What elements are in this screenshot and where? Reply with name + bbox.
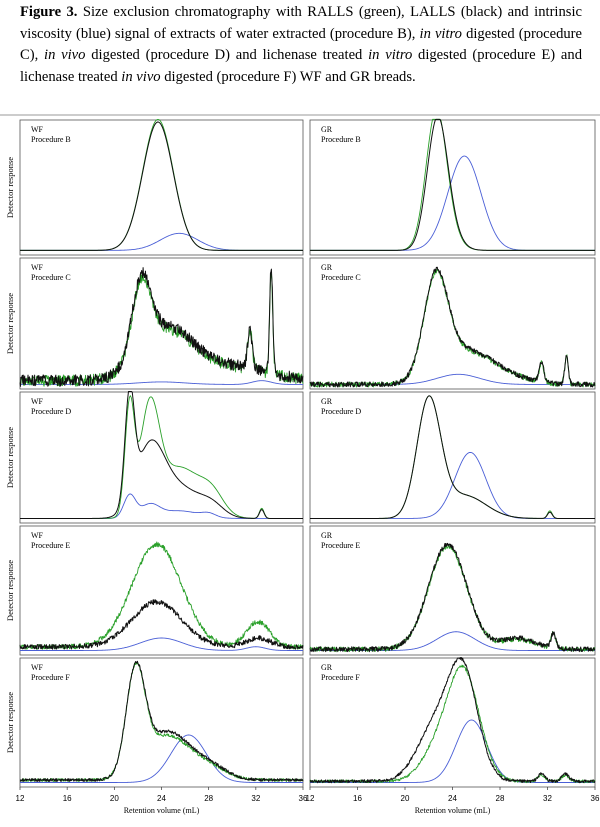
- panel-label-bread: WF: [31, 263, 44, 272]
- x-tick-label: 28: [496, 794, 505, 803]
- series-green: [309, 269, 596, 388]
- caption-label: Figure 3.: [20, 4, 78, 20]
- panel-label-bread: WF: [31, 125, 44, 134]
- x-axis-label: Retention volume (mL): [124, 806, 200, 815]
- panel-frame: [19, 391, 304, 524]
- x-tick-label: 16: [353, 794, 362, 803]
- panel-frame: [19, 525, 304, 656]
- series-green: [309, 664, 596, 784]
- x-tick-label: 28: [204, 794, 213, 803]
- caption-text: digested (procedure D) and lichenase tre…: [85, 47, 369, 63]
- panel-frame: [19, 119, 304, 256]
- y-axis-label: Detector response: [5, 560, 15, 621]
- x-tick-label: 12: [306, 794, 315, 803]
- series-black: [20, 121, 303, 251]
- panel-label-procedure: Procedure B: [321, 135, 361, 144]
- y-axis-label: Detector response: [5, 157, 15, 218]
- panel-label-procedure: Procedure D: [321, 407, 361, 416]
- panel-label-bread: WF: [31, 531, 44, 540]
- x-tick-label: 32: [543, 794, 552, 803]
- series-blue: [20, 493, 303, 519]
- panel-label-procedure: Procedure C: [31, 273, 71, 282]
- series-blue: [310, 719, 595, 783]
- panel-label-procedure: Procedure E: [321, 541, 360, 550]
- panel-label-procedure: Procedure B: [31, 135, 71, 144]
- y-axis-label: Detector response: [5, 427, 15, 488]
- panel-frame: [309, 391, 596, 524]
- panel-frame: [309, 119, 596, 256]
- x-axis-label: Retention volume (mL): [415, 806, 491, 815]
- x-tick-label: 36: [591, 794, 600, 803]
- panel-label-procedure: Procedure F: [321, 673, 360, 682]
- panel-frame: [309, 525, 596, 656]
- series-black: [309, 657, 596, 784]
- series-black: [19, 660, 304, 782]
- panel-label-procedure: Procedure C: [321, 273, 361, 282]
- x-tick-label: 36: [299, 794, 308, 803]
- x-tick-label: 20: [401, 794, 410, 803]
- panel-label-bread: WF: [31, 397, 44, 406]
- caption-text: digested (procedure C),: [20, 25, 582, 64]
- panel-label-procedure: Procedure D: [31, 407, 71, 416]
- caption-text: digested (procedure E) and lichenase tre…: [20, 47, 582, 85]
- caption-text: Size exclusion chromatography with RALLS…: [20, 4, 582, 42]
- panel-label-bread: GR: [321, 125, 333, 134]
- panel-label-bread: GR: [321, 531, 333, 540]
- caption-text: in vitro: [368, 47, 413, 63]
- series-black: [309, 266, 596, 388]
- series-blue: [20, 232, 303, 251]
- series-black: [19, 267, 304, 387]
- x-tick-label: 12: [16, 794, 25, 803]
- figure-caption: Figure 3. Size exclusion chromatography …: [20, 2, 582, 88]
- panel-label-bread: GR: [321, 663, 333, 672]
- panel-label-procedure: Procedure E: [31, 541, 70, 550]
- panel-label-bread: WF: [31, 663, 44, 672]
- x-tick-label: 20: [110, 794, 119, 803]
- caption-text: in vivo: [121, 68, 161, 85]
- series-black: [20, 390, 303, 519]
- panel-frame: [19, 257, 304, 390]
- x-tick-label: 24: [157, 794, 166, 803]
- x-tick-label: 24: [448, 794, 457, 803]
- series-black: [309, 542, 596, 653]
- series-blue: [310, 451, 595, 519]
- panel-label-procedure: Procedure F: [31, 673, 70, 682]
- series-blue: [20, 380, 303, 385]
- panel-frame: [309, 257, 596, 390]
- series-black: [19, 599, 304, 650]
- y-axis-label: Detector response: [5, 692, 15, 753]
- panel-label-bread: GR: [321, 263, 333, 272]
- caption-text: in vitro: [419, 25, 462, 42]
- caption-text: digested (procedure F) WF and GR breads.: [160, 68, 416, 85]
- caption-text: in vivo: [44, 47, 86, 63]
- x-tick-label: 16: [63, 794, 72, 803]
- panel-label-bread: GR: [321, 397, 333, 406]
- x-tick-label: 32: [251, 794, 260, 803]
- series-blue: [20, 734, 303, 783]
- series-green: [19, 541, 304, 650]
- y-axis-label: Detector response: [5, 293, 15, 354]
- series-blue: [20, 637, 303, 651]
- series-black: [310, 395, 595, 519]
- series-black: [310, 118, 595, 251]
